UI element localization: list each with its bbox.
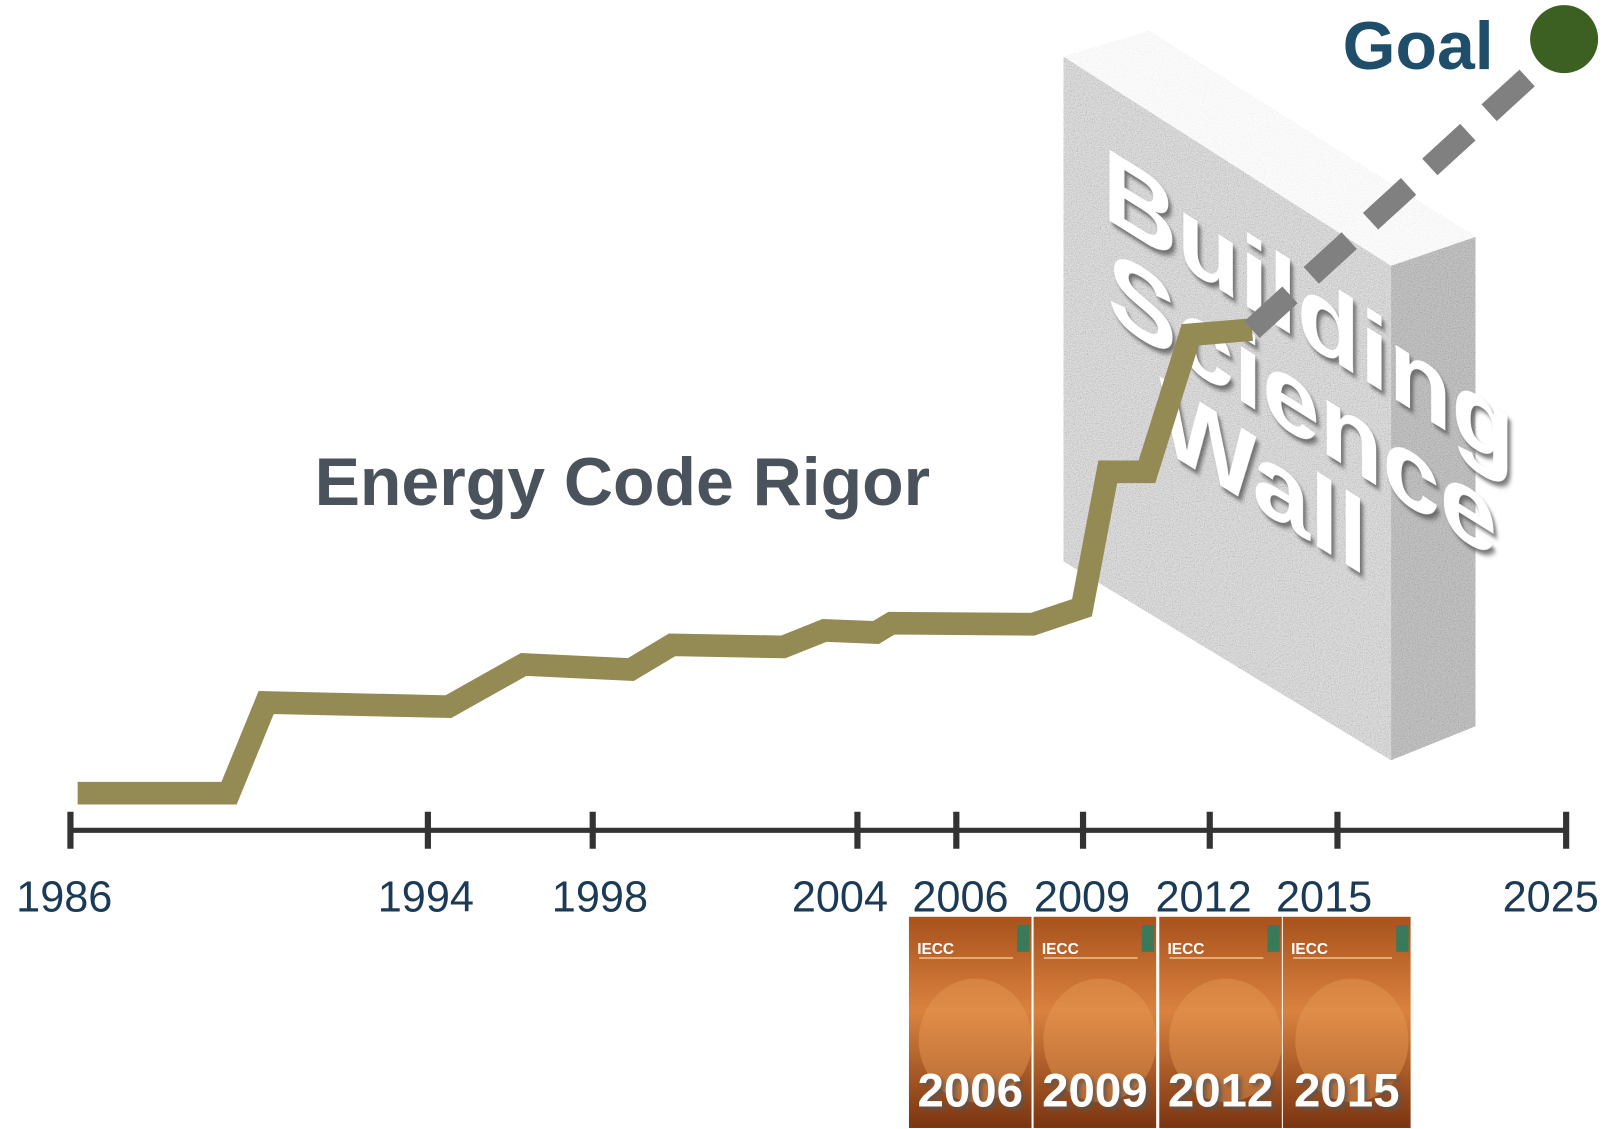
book-year: 2009 [1042,1064,1147,1117]
book-brand: IECC [917,941,954,958]
book-cover: IECC 2012 [1159,917,1282,1128]
book-brand: IECC [1042,941,1079,958]
year-label: 2004 [792,874,888,922]
badge [1267,925,1279,952]
badge [1396,925,1408,952]
page: Building Science Wall Energy Code Rigor … [0,0,1616,1129]
year-label: 2006 [912,874,1008,922]
books: IECC 2006 IECC 2009 IECC 2012 IECC 2015 [909,917,1411,1128]
year-label: 1986 [16,874,112,922]
title: Energy Code Rigor [315,444,931,520]
year-label: 2009 [1034,874,1130,922]
year-label: 2015 [1276,874,1372,922]
timeline: 1986 1994 1998 2004 2006 2009 2012 2015 2025 [16,812,1599,922]
badge [1017,925,1029,952]
year-label: 1994 [378,874,474,922]
badge [1142,925,1154,952]
book-year: 2012 [1168,1064,1273,1117]
book-brand: IECC [1168,941,1205,958]
book-year: 2015 [1294,1064,1399,1117]
goal-label: Goal [1343,8,1494,84]
diagram: Building Science Wall Energy Code Rigor … [0,0,1616,1129]
year-label: 2012 [1155,874,1251,922]
year-label: 1998 [552,874,648,922]
book-cover: IECC 2009 [1034,917,1157,1128]
goal-dot [1530,5,1598,73]
book-cover: IECC 2015 [1283,917,1411,1128]
book-brand: IECC [1291,941,1328,958]
book-cover: IECC 2006 [909,917,1032,1128]
year-label: 2025 [1503,874,1599,922]
book-year: 2006 [918,1064,1023,1117]
